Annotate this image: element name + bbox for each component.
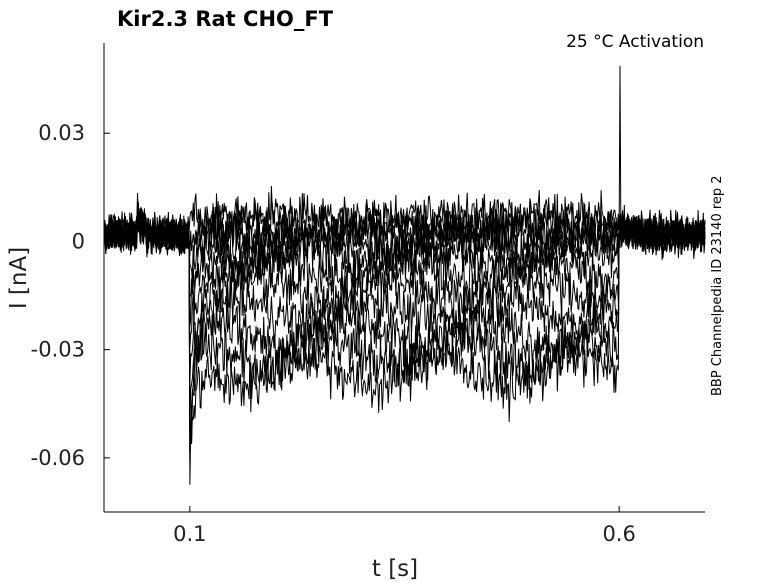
- x-tick-label: 0.1: [173, 522, 206, 546]
- channelpedia-id-label: BBP Channelpedia ID 23140 rep 2: [710, 175, 725, 396]
- chart-subtitle: 25 °C Activation: [566, 32, 704, 52]
- y-axis-label: I [nA]: [6, 247, 32, 309]
- sweep-traces: [103, 65, 706, 485]
- x-tick-label: 0.6: [602, 522, 635, 546]
- y-tick-label: 0: [72, 229, 85, 253]
- y-tick-label: 0.03: [38, 121, 85, 145]
- x-axis-label: t [s]: [372, 556, 418, 582]
- sweep-trace: [103, 65, 706, 485]
- y-tick-label: -0.06: [31, 446, 85, 470]
- y-tick-label: -0.03: [31, 338, 85, 362]
- sweep-trace: [103, 206, 706, 463]
- chart-title: Kir2.3 Rat CHO_FT: [117, 7, 334, 31]
- sweep-trace: [103, 213, 706, 348]
- sweep-trace: [103, 192, 706, 451]
- y-ticks: -0.06 -0.03 0 0.03: [31, 121, 110, 470]
- x-ticks: 0.1 0.6: [173, 506, 636, 546]
- sweep-trace: [103, 201, 706, 432]
